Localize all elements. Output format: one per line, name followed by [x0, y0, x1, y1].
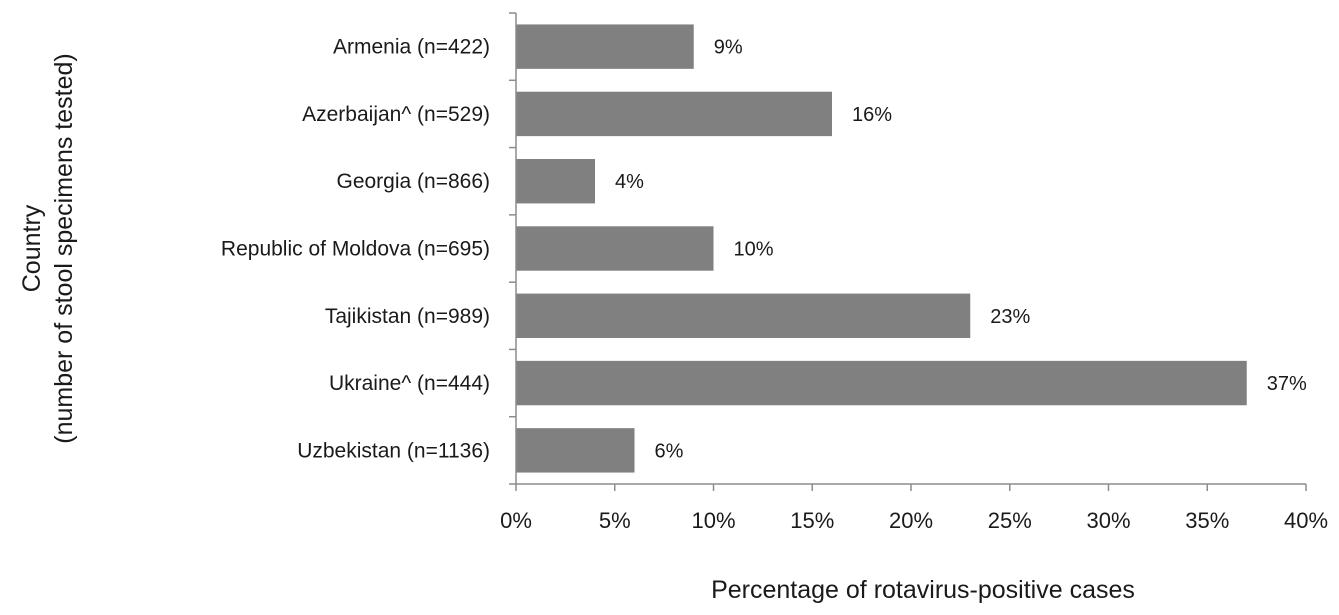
- axes: [509, 12, 1307, 491]
- category-label-6: Uzbekistan (n=1136): [297, 439, 490, 462]
- y-axis-title: Country (number of stool specimens teste…: [18, 53, 78, 443]
- data-label-0: 9%: [714, 37, 743, 59]
- bar-0: [516, 24, 694, 69]
- bar-6: [516, 428, 635, 473]
- category-label-2: Georgia (n=866): [336, 170, 490, 193]
- data-label-2: 4%: [615, 171, 644, 193]
- category-label-3: Republic of Moldova (n=695): [221, 238, 490, 261]
- data-label-5: 37%: [1267, 373, 1307, 395]
- bar-3: [516, 226, 714, 271]
- bar-5: [516, 360, 1247, 406]
- x-tick-label-2: 10%: [691, 508, 735, 533]
- x-tick-label-3: 15%: [790, 508, 834, 533]
- data-labels: 9% 16% 4% 10% 23% 37% 6%: [615, 37, 1307, 463]
- x-tick-label-8: 40%: [1284, 508, 1328, 533]
- category-label-1: Azerbaijan^ (n=529): [302, 103, 490, 126]
- x-axis-ticks: [515, 484, 1307, 491]
- y-axis-ticks: [509, 12, 516, 485]
- data-label-1: 16%: [852, 104, 892, 126]
- x-tick-labels: 0% 5% 10% 15% 20% 25% 30% 35% 40%: [500, 508, 1328, 533]
- x-tick-label-6: 30%: [1086, 508, 1130, 533]
- bar-1: [516, 91, 832, 137]
- x-tick-label-4: 20%: [889, 508, 933, 533]
- data-label-6: 6%: [655, 440, 684, 462]
- bars: [516, 24, 1247, 473]
- category-label-4: Tajikistan (n=989): [325, 305, 490, 328]
- category-labels: Armenia (n=422) Azerbaijan^ (n=529) Georgi…: [221, 36, 490, 463]
- category-label-0: Armenia (n=422): [333, 36, 490, 59]
- x-tick-label-0: 0%: [500, 508, 532, 533]
- x-tick-label-5: 25%: [988, 508, 1032, 533]
- y-axis-title-line-1: Country: [18, 204, 46, 292]
- data-label-3: 10%: [734, 239, 774, 261]
- y-axis-title-line-2: (number of stool specimens tested): [50, 53, 78, 443]
- x-tick-label-1: 5%: [599, 508, 631, 533]
- bar-4: [516, 293, 971, 338]
- x-tick-label-7: 35%: [1185, 508, 1229, 533]
- x-axis-title: Percentage of rotavirus-positive cases: [711, 576, 1135, 604]
- data-label-4: 23%: [990, 306, 1030, 328]
- bar-2: [516, 159, 595, 204]
- category-label-5: Ukraine^ (n=444): [329, 372, 490, 395]
